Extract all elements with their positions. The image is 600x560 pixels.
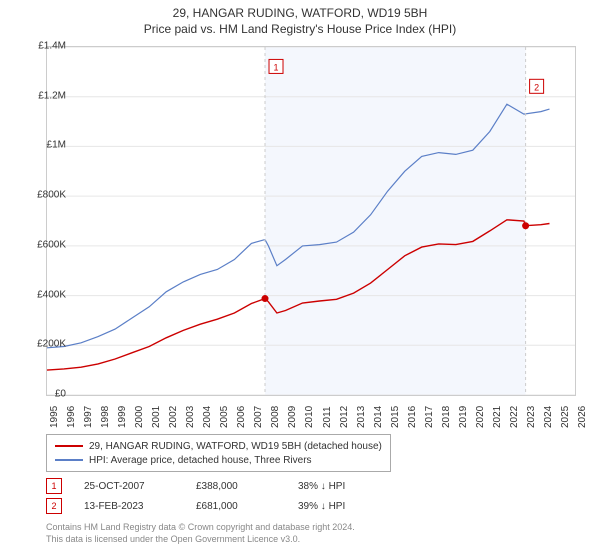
legend-item: HPI: Average price, detached house, Thre… [55, 453, 382, 467]
footer-line: This data is licensed under the Open Gov… [46, 534, 355, 546]
legend-swatch [55, 459, 83, 461]
sale-row: 2 13-FEB-2023 £681,000 39% ↓ HPI [46, 496, 378, 516]
x-tick-label: 2006 [236, 406, 247, 428]
x-tick-label: 2013 [356, 406, 367, 428]
x-tick-label: 1998 [100, 406, 111, 428]
x-tick-label: 2018 [441, 406, 452, 428]
sales-table: 1 25-OCT-2007 £388,000 38% ↓ HPI 2 13-FE… [46, 476, 378, 516]
x-tick-label: 2025 [560, 406, 571, 428]
y-tick-label: £1M [24, 140, 66, 151]
sale-date: 25-OCT-2007 [84, 481, 174, 492]
y-tick-label: £800K [24, 190, 66, 201]
footer: Contains HM Land Registry data © Crown c… [46, 522, 355, 545]
sale-pct: 38% ↓ HPI [298, 481, 378, 492]
x-tick-label: 2001 [151, 406, 162, 428]
x-tick-label: 2005 [219, 406, 230, 428]
svg-text:1: 1 [274, 62, 279, 72]
x-tick-label: 1996 [66, 406, 77, 428]
y-tick-label: £1.2M [24, 90, 66, 101]
y-tick-label: £400K [24, 289, 66, 300]
title-address: 29, HANGAR RUDING, WATFORD, WD19 5BH [0, 6, 600, 20]
legend: 29, HANGAR RUDING, WATFORD, WD19 5BH (de… [46, 434, 391, 472]
x-tick-label: 2015 [390, 406, 401, 428]
x-tick-label: 1999 [117, 406, 128, 428]
x-tick-label: 2008 [270, 406, 281, 428]
x-tick-label: 2000 [134, 406, 145, 428]
legend-label: 29, HANGAR RUDING, WATFORD, WD19 5BH (de… [89, 441, 382, 452]
x-tick-label: 2009 [287, 406, 298, 428]
chart-container: 29, HANGAR RUDING, WATFORD, WD19 5BH Pri… [0, 0, 600, 560]
x-tick-label: 2010 [304, 406, 315, 428]
title-block: 29, HANGAR RUDING, WATFORD, WD19 5BH Pri… [0, 0, 600, 36]
y-tick-label: £200K [24, 339, 66, 350]
x-tick-label: 2020 [475, 406, 486, 428]
sale-date: 13-FEB-2023 [84, 501, 174, 512]
x-tick-label: 2007 [253, 406, 264, 428]
x-tick-label: 2021 [492, 406, 503, 428]
footer-line: Contains HM Land Registry data © Crown c… [46, 522, 355, 534]
sale-badge: 1 [46, 478, 62, 494]
x-tick-label: 1997 [83, 406, 94, 428]
x-tick-label: 2026 [577, 406, 588, 428]
y-tick-label: £1.4M [24, 41, 66, 52]
x-tick-label: 2023 [526, 406, 537, 428]
legend-swatch [55, 445, 83, 447]
sale-badge: 2 [46, 498, 62, 514]
x-tick-label: 2011 [322, 406, 333, 428]
x-tick-label: 2003 [185, 406, 196, 428]
y-tick-label: £0 [24, 389, 66, 400]
sale-price: £388,000 [196, 481, 276, 492]
x-tick-label: 2016 [407, 406, 418, 428]
chart-plot-area: 12 [46, 46, 576, 396]
title-subtitle: Price paid vs. HM Land Registry's House … [0, 22, 600, 36]
legend-label: HPI: Average price, detached house, Thre… [89, 455, 312, 466]
x-tick-label: 2012 [339, 406, 350, 428]
sale-row: 1 25-OCT-2007 £388,000 38% ↓ HPI [46, 476, 378, 496]
x-tick-label: 2004 [202, 406, 213, 428]
chart-svg: 12 [47, 47, 575, 395]
x-tick-label: 2022 [509, 406, 520, 428]
legend-item: 29, HANGAR RUDING, WATFORD, WD19 5BH (de… [55, 439, 382, 453]
x-tick-label: 2002 [168, 406, 179, 428]
svg-text:2: 2 [534, 82, 539, 92]
x-tick-label: 2024 [543, 406, 554, 428]
y-tick-label: £600K [24, 239, 66, 250]
x-tick-label: 2014 [373, 406, 384, 428]
x-tick-label: 2019 [458, 406, 469, 428]
x-tick-label: 2017 [424, 406, 435, 428]
sale-price: £681,000 [196, 501, 276, 512]
sale-pct: 39% ↓ HPI [298, 501, 378, 512]
x-tick-label: 1995 [49, 406, 60, 428]
